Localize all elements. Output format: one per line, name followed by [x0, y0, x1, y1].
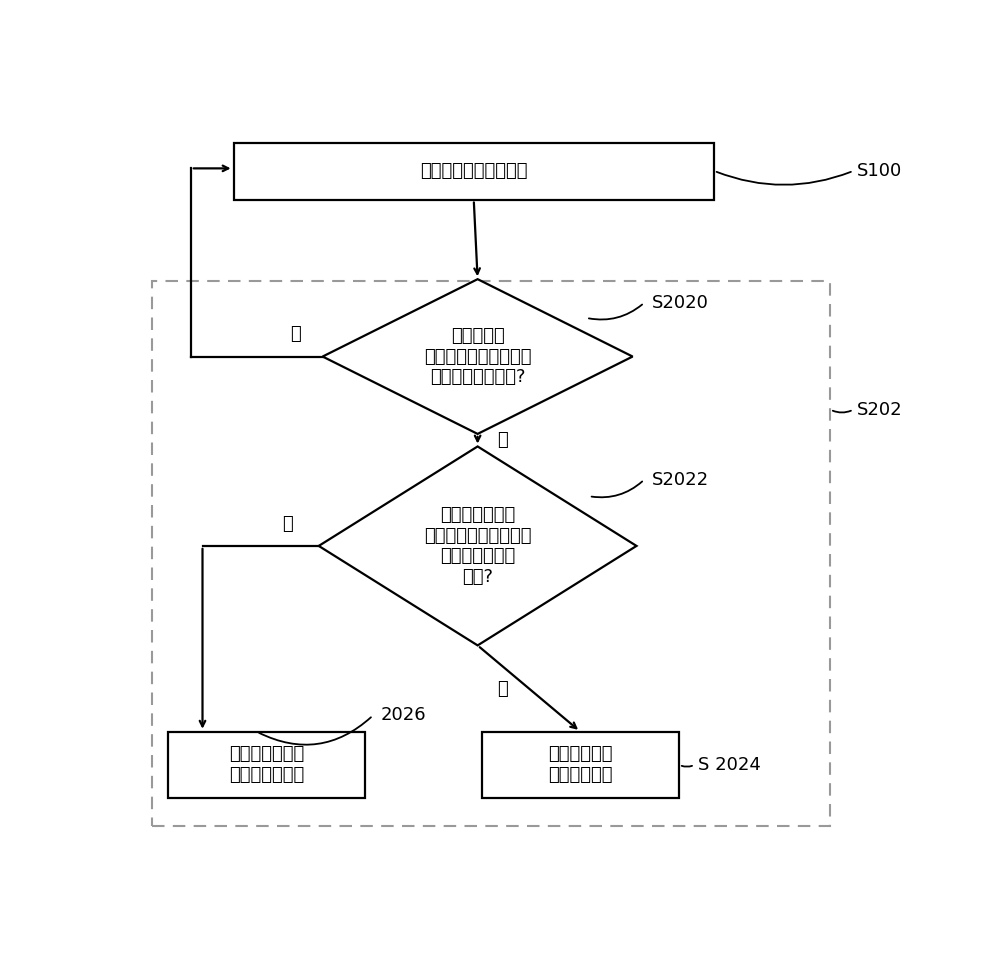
Bar	[152, 280, 830, 826]
Text: 检测的温度
在预定时段内是否均比
阈值至少高预定值?: 检测的温度 在预定时段内是否均比 阈值至少高预定值?	[424, 326, 531, 387]
Text: 检测蒸汽发生器的温度: 检测蒸汽发生器的温度	[420, 163, 528, 180]
Bar	[482, 731, 679, 798]
Text: 否: 否	[282, 515, 293, 533]
Text: S2020: S2020	[652, 294, 709, 312]
Text: S 2024: S 2024	[698, 756, 761, 774]
Text: S2022: S2022	[652, 471, 709, 489]
Text: 否: 否	[290, 325, 301, 344]
Text: 加热管、水泵或
水阀累计使用时长是否
小于对应的预设
时长?: 加热管、水泵或 水阀累计使用时长是否 小于对应的预设 时长?	[424, 505, 531, 586]
Text: 是: 是	[497, 432, 508, 449]
Text: S100: S100	[857, 162, 903, 180]
Text: 确定蒸汽加热
装置存在水垢: 确定蒸汽加热 装置存在水垢	[548, 746, 613, 784]
Bar	[168, 731, 365, 798]
Text: S202: S202	[857, 401, 903, 418]
Text: 确定加热管、水
泵或水阀不正常: 确定加热管、水 泵或水阀不正常	[229, 746, 304, 784]
Text: 是: 是	[497, 679, 508, 698]
Text: 2026: 2026	[381, 706, 426, 724]
Bar	[234, 143, 714, 200]
Polygon shape	[323, 279, 633, 434]
Polygon shape	[319, 446, 637, 645]
